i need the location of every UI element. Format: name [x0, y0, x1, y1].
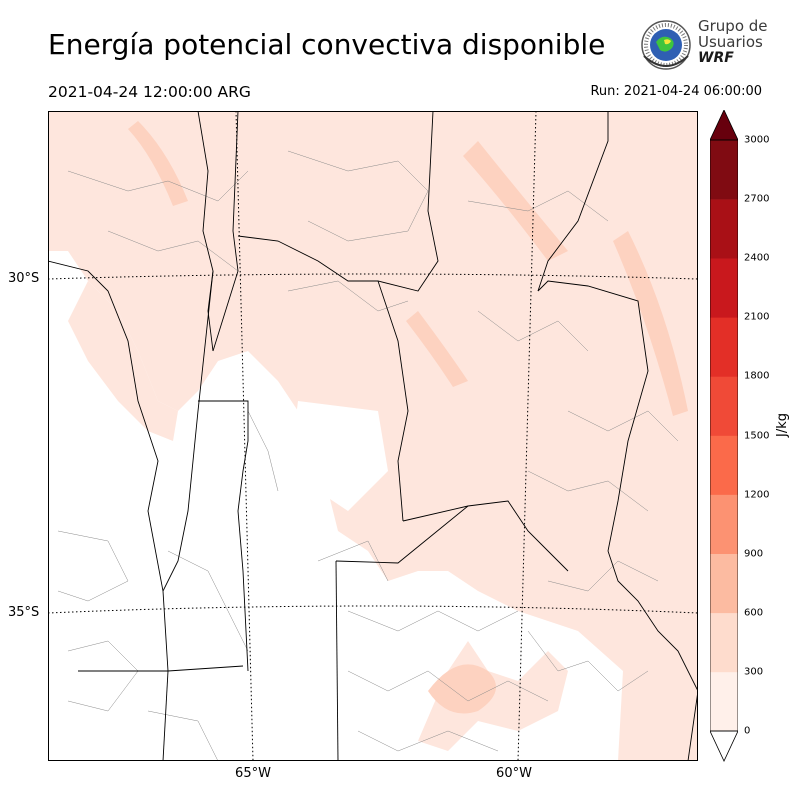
colorbar-tick-label: 1500 [744, 430, 770, 441]
cape-streak-3 [128, 121, 188, 206]
lat-label-30s: 30°S [8, 271, 40, 286]
lon-label-60w: 60°W [496, 766, 532, 781]
colorbar-over-arrow [710, 110, 738, 141]
colorbar-segment [710, 494, 738, 554]
colorbar-segment [710, 199, 738, 259]
colorbar [710, 110, 738, 762]
wrf-logo: Grupo de Usuarios WRF [638, 16, 768, 74]
lon-label-65w: 65°W [235, 766, 271, 781]
cape-shading [48, 111, 698, 761]
colorbar-tick-label: 2100 [744, 311, 770, 323]
colorbar-tick-label: 1200 [744, 489, 770, 501]
colorbar-segment [710, 317, 738, 377]
colorbar-segment [710, 612, 738, 673]
colorbar-segment [710, 140, 738, 200]
colorbar-segment [710, 671, 738, 732]
colorbar-segment [710, 258, 738, 318]
map-title: Energía potencial convectiva disponible [48, 28, 606, 61]
colorbar-segment [710, 553, 738, 614]
logo-line-2: Usuarios [698, 33, 763, 51]
cape-map [48, 111, 698, 761]
colorbar-unit: J/kg [775, 413, 790, 437]
valid-time: 2021-04-24 12:00:00 ARG [48, 83, 251, 101]
district-boundaries [57, 150, 679, 761]
logo-line-1: Grupo de [698, 17, 768, 35]
cape-streak-4 [406, 311, 468, 387]
colorbar-tick-label: 3000 [744, 134, 770, 146]
colorbar-tick-label: 900 [744, 548, 764, 560]
cape-streak-1 [463, 141, 568, 261]
colorbar-segment [710, 376, 738, 436]
colorbar-tick-label: 2400 [744, 252, 770, 264]
province-boundaries [48, 111, 698, 761]
cape-streak-2 [613, 231, 688, 416]
run-time: Run: 2021-04-24 06:00:00 [590, 84, 762, 99]
colorbar-tick-label: 2700 [744, 193, 770, 205]
cape-clear-2 [48, 411, 108, 491]
colorbar-tick-label: 600 [744, 607, 764, 619]
cape-clear-1 [293, 401, 388, 511]
lat-label-35s: 35°S [8, 605, 40, 620]
logo-line-3: WRF [698, 50, 734, 66]
colorbar-tick-label: 0 [744, 725, 751, 737]
cape-region-south-blob [428, 664, 496, 714]
colorbar-under-arrow [710, 730, 738, 762]
colorbar-tick-label: 1800 [744, 370, 770, 382]
colorbar-tick-label: 300 [744, 666, 764, 678]
colorbar-segment [710, 435, 738, 495]
cape-region-west [68, 281, 178, 441]
globe-seal-icon [641, 20, 691, 70]
graticule [48, 111, 698, 761]
